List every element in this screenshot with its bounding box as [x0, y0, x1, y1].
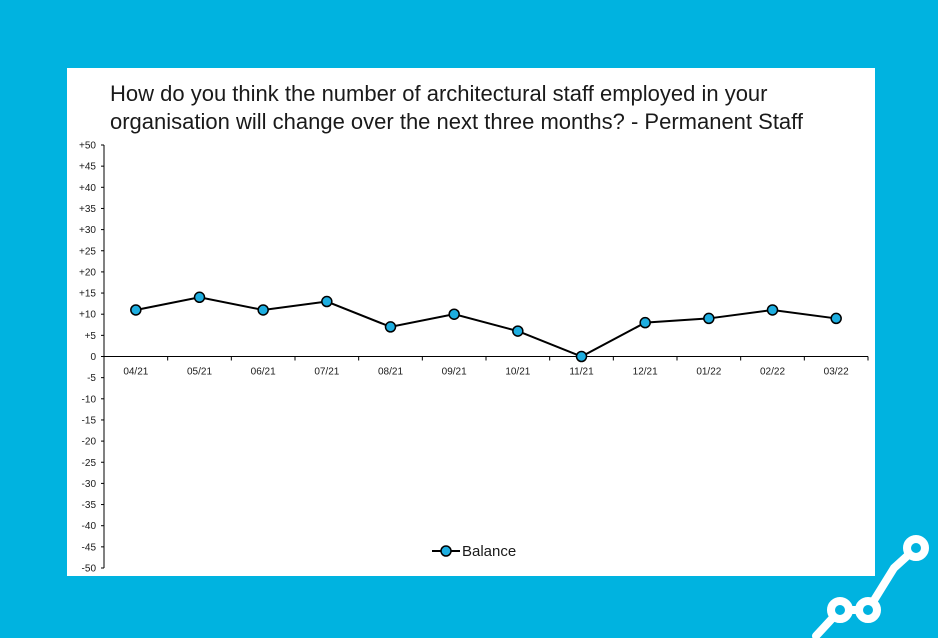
y-tick-label: -25 — [82, 458, 97, 469]
y-tick-label: +45 — [79, 162, 96, 173]
x-axis: 04/21 05/21 06/21 07/21 08/21 09/21 10/21 11/21… — [103, 356, 869, 378]
legend-marker — [440, 545, 452, 557]
y-tick-label: -45 — [82, 542, 97, 553]
y-axis: +50+45+40+35+30+25+20+15+10+50-5-10-15-2… — [79, 141, 105, 575]
data-point — [193, 291, 206, 304]
data-point — [384, 321, 397, 333]
data-point — [448, 308, 460, 320]
x-tick-label: 11/21 — [569, 367, 594, 378]
y-tick-label: -20 — [82, 437, 97, 448]
y-tick-label: -35 — [82, 500, 97, 511]
x-tick-label: 04/21 — [123, 367, 148, 378]
data-point — [639, 316, 651, 329]
y-tick-label: +40 — [79, 183, 96, 194]
x-tick-label: 03/22 — [824, 367, 849, 378]
y-tick-label: -50 — [82, 564, 97, 575]
x-tick-label: 09/21 — [442, 367, 467, 378]
y-tick-label: +20 — [79, 267, 96, 278]
y-tick-label: +35 — [79, 204, 96, 215]
y-tick-label: +15 — [79, 289, 96, 300]
x-tick-label: 08/21 — [378, 367, 403, 378]
data-point — [703, 312, 715, 325]
y-tick-label: -15 — [82, 415, 97, 426]
data-point — [257, 304, 269, 316]
data-point — [321, 295, 333, 308]
data-point — [830, 312, 842, 325]
x-tick-label: 12/21 — [633, 367, 658, 378]
x-tick-label: 02/22 — [760, 367, 785, 378]
legend-label: Balance — [462, 543, 516, 560]
data-point — [575, 350, 588, 363]
legend: Balance — [432, 543, 516, 560]
chart-panel — [67, 68, 875, 576]
y-tick-label: -30 — [82, 479, 97, 490]
y-tick-label: -10 — [82, 394, 97, 405]
series-line — [135, 296, 837, 358]
x-tick-label: 05/21 — [187, 367, 212, 378]
y-tick-label: +5 — [85, 331, 97, 342]
series-balance — [130, 291, 842, 363]
data-point — [512, 325, 524, 337]
x-tick-label: 06/21 — [251, 367, 276, 378]
x-tick-label: 10/21 — [505, 367, 530, 378]
chart-title: How do you think the number of architect… — [110, 81, 803, 134]
x-tick-label: 07/21 — [314, 367, 339, 378]
x-tick-label: 01/22 — [696, 367, 721, 378]
data-point — [766, 304, 779, 316]
y-tick-label: +10 — [79, 310, 96, 321]
line-chart-logo-icon — [812, 535, 929, 638]
y-tick-label: +50 — [79, 141, 96, 152]
y-tick-label: 0 — [90, 352, 96, 363]
y-tick-label: +25 — [79, 246, 96, 257]
y-tick-label: -5 — [87, 373, 96, 384]
y-tick-label: -40 — [82, 521, 97, 532]
y-tick-label: +30 — [79, 225, 96, 236]
data-point — [130, 304, 142, 316]
